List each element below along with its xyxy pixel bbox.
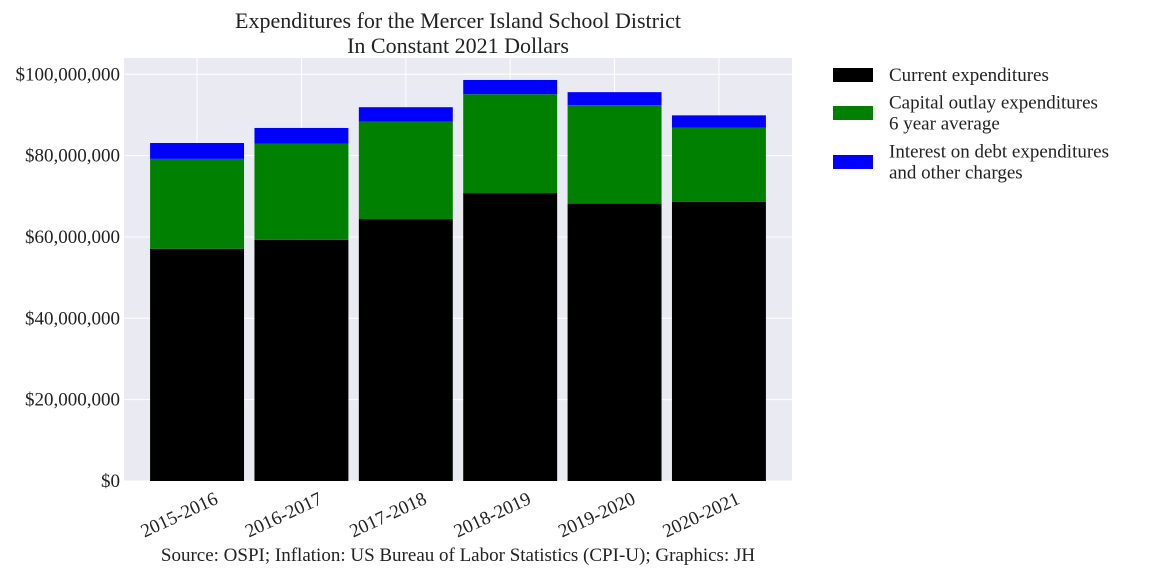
legend: Current expenditures Capital outlay expen…	[833, 65, 1109, 184]
bar-segment-current-2020-2021	[671, 201, 766, 481]
y-tick-label: $20,000,000	[25, 390, 120, 411]
bar-segment-interest-2018-2019	[463, 79, 558, 95]
y-tick-label: $100,000,000	[16, 64, 121, 85]
x-tick-label: 2018-2019	[451, 488, 534, 542]
legend-label: Interest on debt expenditures and other c…	[889, 142, 1109, 184]
legend-label: Current expenditures	[889, 65, 1049, 86]
source-note: Source: OSPI; Inflation: US Bureau of La…	[161, 545, 755, 566]
bars	[150, 79, 766, 482]
legend-swatch	[833, 155, 873, 169]
bar-segment-current-2019-2020	[567, 203, 662, 481]
bar-segment-capital-2015-2016	[150, 158, 245, 249]
legend-swatch	[833, 106, 873, 120]
bar-segment-capital-2016-2017	[254, 143, 349, 240]
y-tick-label: $60,000,000	[25, 227, 120, 248]
bar-segment-interest-2020-2021	[671, 115, 766, 128]
bar-segment-current-2015-2016	[150, 248, 245, 481]
chart-subtitle: In Constant 2021 Dollars	[347, 33, 569, 58]
y-axis-ticks: $0 $20,000,000 $40,000,000 $60,000,000 $80,0…	[16, 64, 121, 492]
x-axis-ticks: 2015-2016 2016-2017 2017-2018 2018-2019 2019…	[138, 488, 743, 542]
bar-segment-current-2017-2018	[358, 219, 453, 482]
chart-title: Expenditures for the Mercer Island Schoo…	[235, 8, 681, 33]
bar-segment-interest-2015-2016	[150, 143, 245, 159]
y-tick-label: $80,000,000	[25, 146, 120, 167]
x-tick-label: 2020-2021	[660, 488, 743, 542]
x-tick-label: 2017-2018	[346, 488, 429, 542]
bar-segment-interest-2016-2017	[254, 127, 349, 144]
bar-segment-interest-2019-2020	[567, 92, 662, 106]
bar-segment-capital-2017-2018	[358, 121, 453, 220]
bar-segment-current-2018-2019	[463, 193, 558, 482]
legend-swatch	[833, 68, 873, 82]
x-tick-label: 2019-2020	[555, 488, 638, 542]
bar-segment-capital-2019-2020	[567, 105, 662, 204]
y-tick-label: $40,000,000	[25, 308, 120, 329]
x-tick-label: 2015-2016	[138, 488, 221, 542]
legend-label: Capital outlay expenditures 6 year averag…	[889, 93, 1098, 135]
y-tick-label: $0	[101, 471, 120, 492]
bar-segment-interest-2017-2018	[358, 107, 453, 122]
bar-segment-capital-2020-2021	[671, 127, 766, 202]
x-tick-label: 2016-2017	[242, 488, 325, 542]
bar-segment-capital-2018-2019	[463, 94, 558, 194]
bar-segment-current-2016-2017	[254, 239, 349, 481]
